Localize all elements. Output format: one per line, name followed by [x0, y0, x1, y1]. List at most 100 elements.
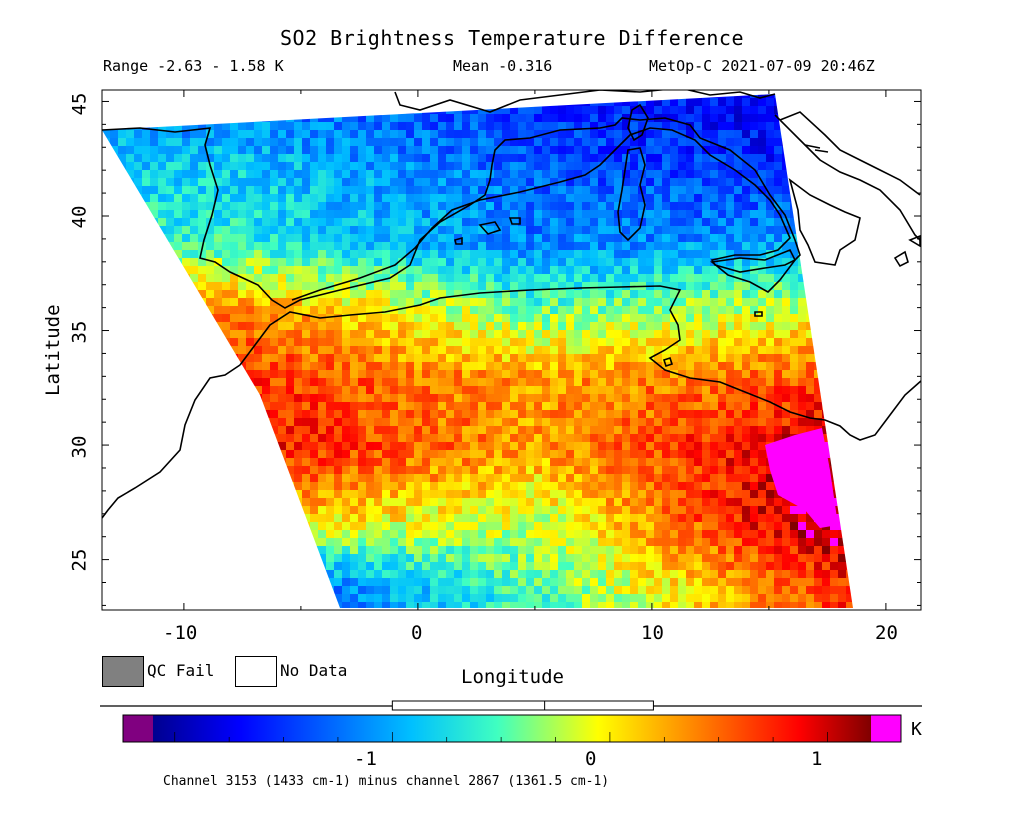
swath-pixel: [758, 450, 766, 458]
swath-pixel: [510, 146, 518, 154]
swath-pixel: [462, 94, 470, 98]
swath-pixel: [830, 122, 838, 130]
swath-pixel: [518, 402, 526, 410]
swath-pixel: [126, 202, 134, 210]
swath-pixel: [278, 362, 286, 370]
swath-pixel: [278, 106, 286, 114]
swath-pixel: [270, 226, 278, 234]
swath-pixel: [902, 298, 910, 306]
swath-pixel: [470, 162, 478, 170]
swath-pixel: [798, 114, 806, 122]
swath-pixel: [550, 450, 558, 458]
swath-pixel: [686, 346, 694, 354]
swath-pixel: [478, 186, 486, 194]
swath-pixel: [238, 354, 246, 362]
swath-pixel: [518, 178, 526, 186]
swath-pixel: [574, 154, 582, 162]
swath-pixel: [470, 226, 478, 234]
swath-pixel: [702, 274, 710, 282]
swath-pixel: [182, 258, 190, 266]
swath-pixel: [838, 458, 846, 466]
swath-pixel: [198, 146, 206, 154]
swath-pixel: [350, 314, 358, 322]
swath-pixel: [150, 282, 158, 290]
swath-pixel: [638, 466, 646, 474]
swath-pixel: [518, 338, 526, 346]
swath-pixel: [382, 106, 390, 114]
swath-pixel: [614, 330, 622, 338]
swath-pixel: [158, 458, 166, 466]
swath-pixel: [358, 370, 366, 378]
swath-pixel: [462, 434, 470, 442]
swath-pixel: [142, 466, 150, 474]
swath-pixel: [206, 250, 214, 258]
swath-pixel: [294, 306, 302, 314]
swath-pixel: [398, 146, 406, 154]
swath-pixel: [822, 306, 830, 314]
swath-pixel: [862, 338, 870, 346]
swath-pixel: [334, 234, 342, 242]
swath-pixel: [814, 322, 822, 330]
swath-pixel: [534, 274, 542, 282]
swath-pixel: [918, 402, 926, 410]
swath-pixel: [542, 442, 550, 450]
swath-pixel: [646, 290, 654, 298]
swath-pixel: [278, 170, 286, 178]
swath-pixel: [254, 330, 262, 338]
swath-pixel: [838, 98, 846, 106]
swath-pixel: [638, 122, 646, 130]
swath-pixel: [366, 106, 374, 114]
swath-pixel: [542, 154, 550, 162]
swath-pixel: [510, 458, 518, 466]
swath-pixel: [902, 162, 910, 170]
swath-pixel: [414, 194, 422, 202]
swath-pixel: [350, 450, 358, 458]
swath-pixel: [782, 330, 790, 338]
swath-pixel: [150, 410, 158, 418]
swath-pixel: [614, 442, 622, 450]
swath-pixel: [398, 130, 406, 138]
swath-pixel: [614, 114, 622, 122]
swath-pixel: [366, 250, 374, 258]
swath-pixel: [710, 322, 718, 330]
swath-pixel: [862, 274, 870, 282]
swath-pixel: [278, 378, 286, 386]
swath-pixel: [590, 146, 598, 154]
swath-pixel: [190, 314, 198, 322]
swath-pixel: [158, 306, 166, 314]
swath-pixel: [678, 362, 686, 370]
swath-pixel: [790, 378, 798, 386]
swath-pixel: [118, 402, 126, 410]
swath-pixel: [350, 218, 358, 226]
swath-pixel: [830, 282, 838, 290]
swath-pixel: [918, 458, 926, 466]
swath-pixel: [598, 314, 606, 322]
swath-pixel: [486, 378, 494, 386]
swath-pixel: [918, 170, 926, 178]
swath-pixel: [766, 306, 774, 314]
swath-pixel: [190, 290, 198, 298]
swath-pixel: [846, 186, 853, 194]
swath-pixel: [518, 106, 526, 114]
swath-pixel: [198, 290, 206, 298]
swath-pixel: [350, 362, 358, 370]
swath-pixel: [838, 362, 846, 370]
swath-pixel: [382, 410, 390, 418]
swath-pixel: [238, 322, 246, 330]
swath-pixel: [734, 122, 742, 130]
swath-pixel: [726, 122, 734, 130]
swath-pixel: [462, 394, 470, 402]
swath-pixel: [486, 474, 494, 482]
swath-pixel: [758, 330, 766, 338]
swath-pixel: [902, 194, 910, 202]
swath-pixel: [494, 114, 502, 122]
swath-pixel: [150, 250, 158, 258]
swath-pixel: [310, 442, 318, 450]
swath-pixel: [830, 210, 838, 218]
swath-pixel: [598, 386, 606, 394]
swath-pixel: [606, 298, 614, 306]
swath-pixel: [718, 442, 726, 450]
swath-pixel: [254, 186, 262, 194]
swath-pixel: [406, 186, 414, 194]
swath-pixel: [406, 218, 414, 226]
